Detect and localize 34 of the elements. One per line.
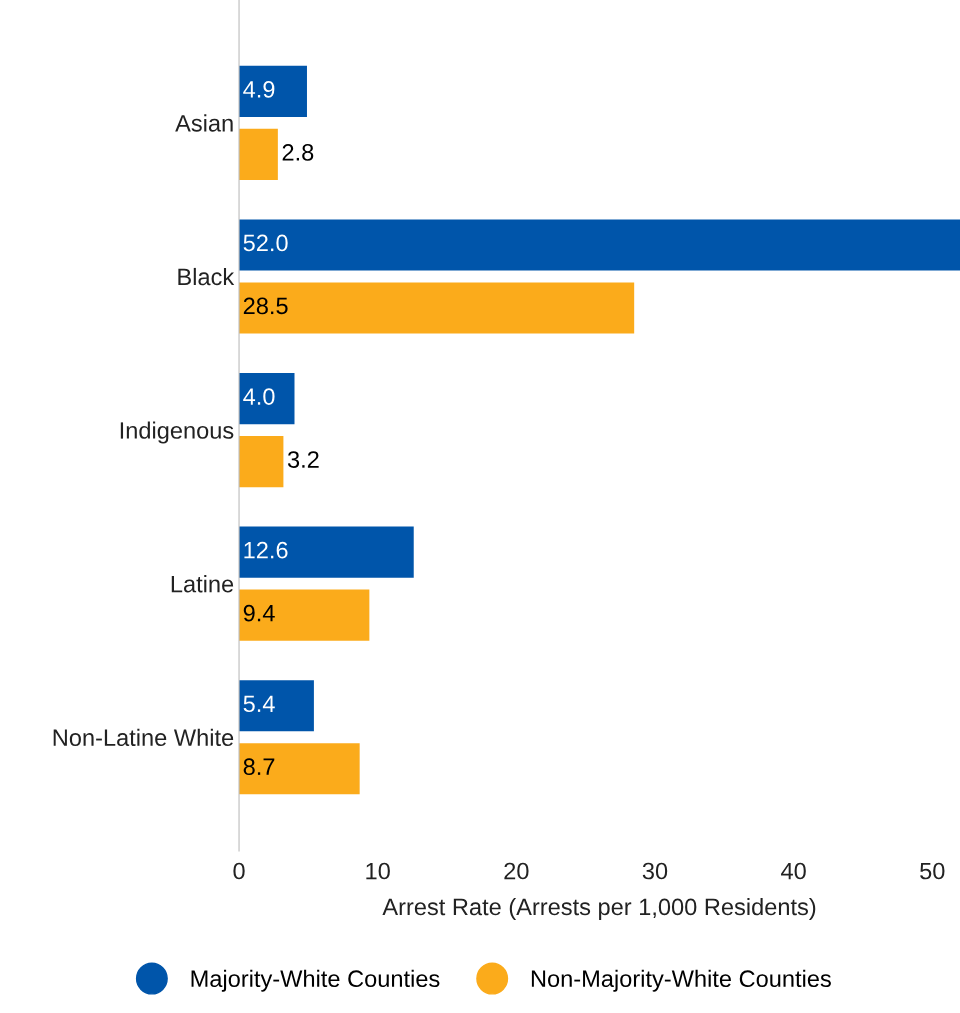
x-axis-title: Arrest Rate (Arrests per 1,000 Residents)	[382, 897, 816, 920]
bar	[239, 282, 635, 334]
x-tick-label: 20	[504, 862, 529, 880]
data-label: 4.9	[243, 81, 275, 98]
data-label: 8.7	[243, 758, 275, 776]
bar	[239, 680, 314, 732]
data-label: 3.2	[287, 451, 319, 468]
x-tick-label: 40	[781, 862, 806, 880]
legend-label: Majority-White Counties	[191, 969, 440, 992]
data-label: 5.4	[243, 695, 275, 713]
x-tick-label: 50	[920, 862, 945, 880]
data-label: 9.4	[243, 604, 275, 622]
y-tick-label: Indigenous	[120, 421, 234, 444]
data-label: 4.0	[243, 388, 275, 405]
y-tick-label: Non-Latine White	[53, 728, 234, 747]
y-tick-label: Asian	[175, 114, 233, 132]
y-tick-label: Latine	[171, 575, 234, 593]
data-label: 2.8	[282, 143, 314, 161]
bar	[239, 373, 295, 425]
data-label: 28.5	[243, 297, 288, 315]
x-tick-label: 30	[642, 862, 668, 880]
bar	[239, 589, 370, 641]
legend-label: Non-Majority-White Counties	[531, 969, 831, 992]
data-label: 12.6	[244, 541, 288, 559]
data-label: 52.0	[243, 234, 288, 252]
x-tick-label: 0	[233, 862, 245, 880]
bar	[239, 526, 414, 578]
bar	[239, 743, 360, 795]
x-tick-label: 10	[366, 862, 390, 880]
bar	[239, 128, 278, 180]
bar	[239, 65, 307, 117]
y-tick-label: Black	[178, 267, 235, 286]
bar	[239, 435, 284, 488]
bar	[239, 219, 960, 271]
